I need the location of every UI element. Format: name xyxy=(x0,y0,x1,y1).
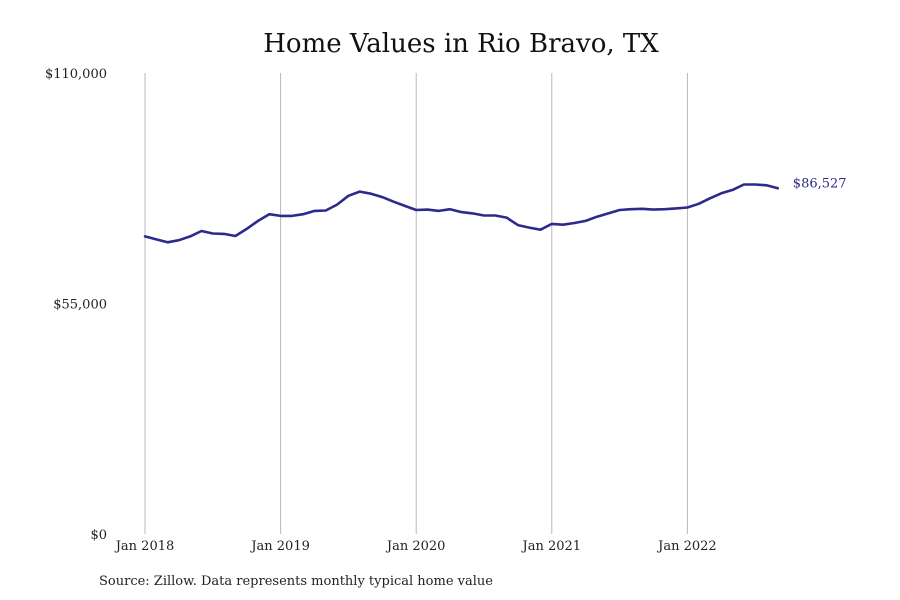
end-value-label: $86,527 xyxy=(793,176,847,191)
series-group xyxy=(143,183,780,244)
chart-title: Home Values in Rio Bravo, TX xyxy=(263,29,659,59)
x-tick-label: Jan 2018 xyxy=(114,539,175,554)
x-tick-label: Jan 2019 xyxy=(249,539,310,554)
vertical-gridlines xyxy=(144,73,688,534)
y-tick-label: $0 xyxy=(90,528,107,543)
x-axis-tick-labels: Jan 2018 Jan 2019 Jan 2020 Jan 2021 Jan 2022 xyxy=(114,539,717,554)
y-tick-label: $110,000 xyxy=(45,67,107,82)
source-note: Source: Zillow. Data represents monthly … xyxy=(99,574,493,589)
x-tick-label: Jan 2020 xyxy=(385,539,446,554)
x-tick-label: Jan 2021 xyxy=(521,539,582,554)
y-tick-label: $55,000 xyxy=(53,298,107,313)
y-axis-tick-labels: $110,000 $55,000 $0 xyxy=(45,67,107,543)
x-tick-label: Jan 2022 xyxy=(656,539,717,554)
series-line xyxy=(143,183,780,244)
